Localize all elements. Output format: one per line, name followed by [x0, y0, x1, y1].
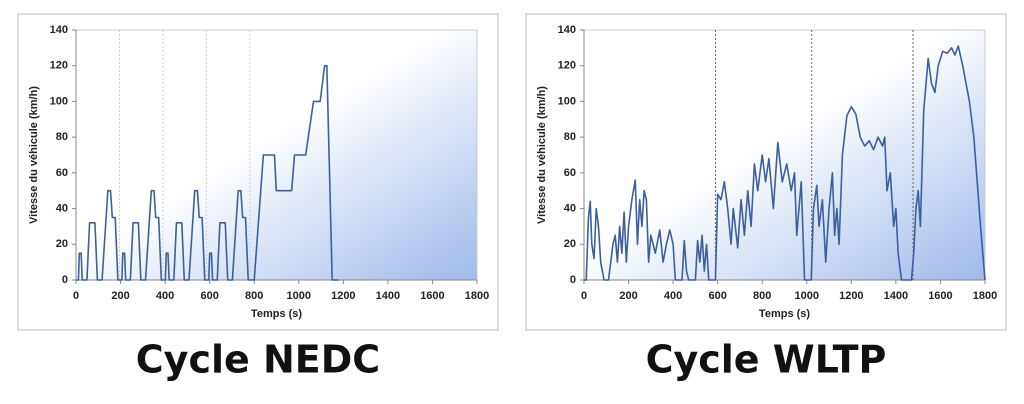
y-tick-label: 20 [564, 238, 576, 250]
x-tick-label: 1400 [376, 290, 400, 302]
x-tick-label: 1000 [287, 290, 311, 302]
chart-title: Cycle NEDC [136, 338, 380, 382]
y-tick-label: 40 [564, 202, 576, 214]
x-tick-label: 400 [664, 290, 682, 302]
x-tick-label: 1800 [973, 290, 997, 302]
x-tick-label: 1600 [928, 290, 952, 302]
plot-area [75, 29, 478, 281]
y-tick-label: 0 [62, 274, 68, 286]
x-tick-label: 1200 [331, 290, 355, 302]
x-tick-label: 800 [245, 290, 263, 302]
y-tick-label: 60 [564, 167, 576, 179]
y-tick-label: 40 [56, 202, 68, 214]
y-tick-label: 80 [564, 131, 576, 143]
series-line [584, 45, 986, 281]
x-tick-label: 400 [156, 290, 174, 302]
x-tick-label: 1000 [795, 290, 819, 302]
y-axis-label: Vitesse du véhicule (km/h) [28, 86, 40, 224]
x-tick-label: 600 [708, 290, 726, 302]
series-line [76, 64, 339, 281]
x-tick-label: 200 [111, 290, 129, 302]
chart-title: Cycle WLTP [646, 338, 887, 382]
x-axis-label: Temps (s) [759, 308, 810, 320]
y-tick-label: 0 [570, 274, 576, 286]
y-tick-label: 120 [50, 60, 68, 72]
y-tick-label: 120 [558, 60, 576, 72]
x-tick-label: 0 [73, 290, 79, 302]
y-axis-label: Vitesse du véhicule (km/h) [536, 86, 548, 224]
y-tick-label: 100 [50, 95, 68, 107]
x-tick-label: 800 [753, 290, 771, 302]
x-tick-label: 1200 [839, 290, 863, 302]
y-tick-label: 140 [558, 24, 576, 36]
y-tick-label: 20 [56, 238, 68, 250]
y-tick-label: 80 [56, 131, 68, 143]
y-tick-label: 60 [56, 167, 68, 179]
x-tick-label: 200 [619, 290, 637, 302]
y-tick-label: 140 [50, 24, 68, 36]
x-tick-label: 1600 [420, 290, 444, 302]
plot-area [583, 29, 986, 281]
x-tick-label: 0 [581, 290, 587, 302]
x-axis-label: Temps (s) [251, 308, 302, 320]
x-tick-label: 1800 [465, 290, 489, 302]
x-tick-label: 1400 [884, 290, 908, 302]
x-tick-label: 600 [200, 290, 218, 302]
y-tick-label: 100 [558, 95, 576, 107]
